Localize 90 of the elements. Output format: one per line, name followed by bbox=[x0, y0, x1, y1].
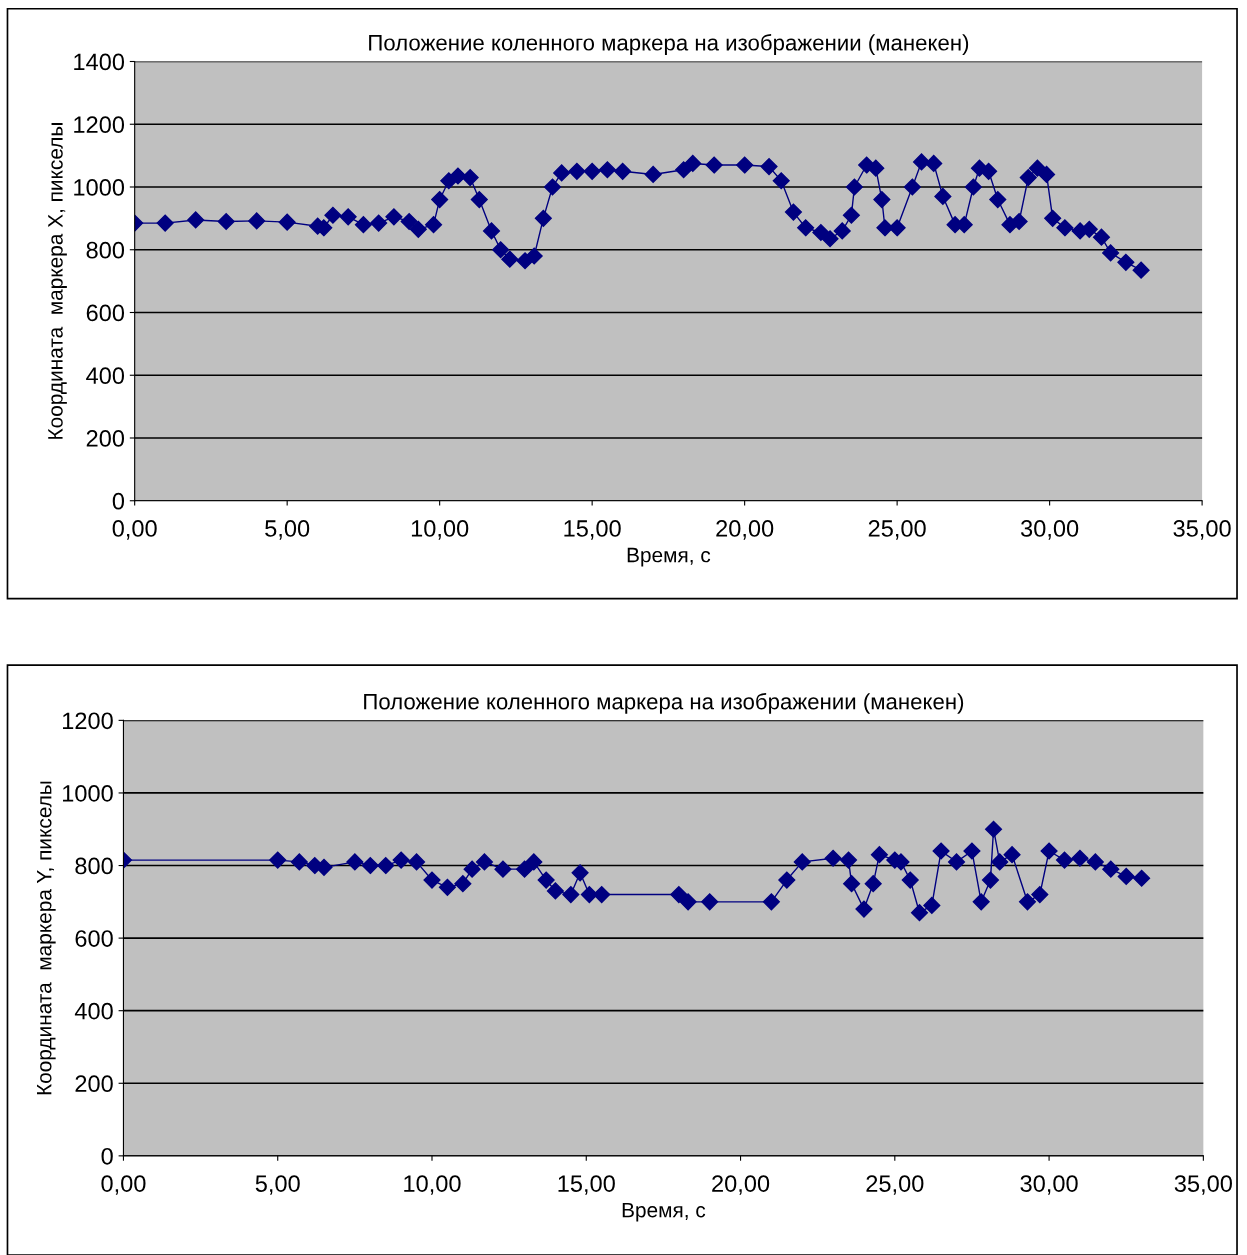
point bbox=[290, 853, 308, 871]
y-tick-label: 200 bbox=[86, 430, 125, 447]
x-axis-title: Время, с bbox=[622, 1202, 706, 1222]
x-tick-label: 0,00 bbox=[101, 1175, 146, 1195]
point bbox=[991, 853, 1009, 871]
x-tick-label: 15,00 bbox=[558, 1175, 615, 1195]
x-tick-label: 5,00 bbox=[265, 520, 310, 540]
point bbox=[1133, 869, 1151, 887]
point bbox=[1018, 893, 1037, 911]
y-tick-label: 1200 bbox=[74, 116, 125, 134]
y-tick-label: 600 bbox=[86, 304, 125, 322]
y-axis-title: Координата маркера Y, пикселы bbox=[37, 781, 56, 1095]
point bbox=[932, 842, 950, 860]
point bbox=[1031, 886, 1049, 904]
y-tick-label: 400 bbox=[74, 1002, 113, 1020]
point bbox=[525, 853, 543, 871]
point bbox=[981, 871, 1000, 889]
y-tick-label: 200 bbox=[75, 1075, 113, 1093]
chart-title: Положение коленного маркера на изображении (манекен) bbox=[369, 34, 969, 55]
y-tick-label: 400 bbox=[86, 367, 125, 385]
point bbox=[438, 878, 456, 896]
point bbox=[864, 875, 882, 893]
point bbox=[1086, 853, 1104, 871]
x-tick-label: 25,00 bbox=[866, 1175, 924, 1195]
point bbox=[923, 896, 941, 915]
x-axis-title: Время, с bbox=[627, 547, 711, 567]
x-tick-label: 20,00 bbox=[716, 520, 774, 540]
x-tick-label: 35,00 bbox=[1173, 520, 1231, 540]
point bbox=[361, 856, 379, 875]
x-tick-label: 5,00 bbox=[255, 1175, 300, 1195]
x-tick-label: 25,00 bbox=[868, 520, 926, 540]
point bbox=[562, 886, 580, 904]
point bbox=[593, 886, 611, 904]
x-tick-label: 30,00 bbox=[1020, 1175, 1078, 1195]
point bbox=[1003, 846, 1021, 864]
point bbox=[843, 875, 861, 893]
y-tick-label: 800 bbox=[86, 241, 125, 259]
point bbox=[408, 853, 426, 871]
point bbox=[1055, 851, 1074, 869]
point bbox=[454, 875, 472, 893]
y-tick-label: 1400 bbox=[74, 53, 125, 71]
point bbox=[377, 856, 395, 875]
x-tick-label: 35,00 bbox=[1174, 1175, 1232, 1195]
point bbox=[701, 893, 719, 911]
point bbox=[793, 853, 811, 871]
point bbox=[423, 871, 441, 889]
point bbox=[670, 886, 688, 904]
x-tick-label: 15,00 bbox=[564, 520, 621, 540]
point bbox=[824, 849, 842, 867]
point bbox=[855, 900, 873, 918]
point bbox=[901, 871, 919, 889]
point bbox=[546, 882, 564, 900]
y-tick-label: 600 bbox=[75, 930, 113, 947]
point bbox=[537, 871, 555, 889]
y-tick-label: 1000 bbox=[74, 179, 125, 196]
x-tick-label: 0,00 bbox=[112, 520, 157, 540]
point bbox=[963, 842, 981, 860]
point bbox=[1040, 842, 1058, 860]
x-tick-label: 20,00 bbox=[712, 1175, 770, 1195]
point bbox=[494, 860, 512, 878]
y-tick-label: 1000 bbox=[63, 785, 113, 802]
point bbox=[870, 846, 888, 864]
point bbox=[762, 893, 780, 911]
point bbox=[910, 904, 929, 922]
point bbox=[778, 871, 796, 889]
point bbox=[1102, 860, 1120, 878]
point bbox=[516, 860, 534, 878]
point bbox=[947, 853, 966, 871]
y-axis-title: Координата маркера X, пикселы bbox=[48, 123, 67, 439]
y-tick-label: 0 bbox=[101, 1147, 113, 1165]
point bbox=[984, 820, 1003, 838]
point bbox=[972, 893, 990, 911]
y-tick-label: 1200 bbox=[63, 712, 113, 730]
x-tick-label: 10,00 bbox=[411, 520, 469, 540]
x-tick-label: 30,00 bbox=[1020, 520, 1079, 540]
x-tick-label: 10,00 bbox=[404, 1175, 461, 1195]
point bbox=[269, 851, 287, 869]
y-tick-label: 0 bbox=[112, 492, 125, 510]
point bbox=[1071, 849, 1089, 867]
point bbox=[463, 860, 481, 878]
point bbox=[475, 853, 494, 871]
point bbox=[1117, 867, 1135, 885]
y-tick-label: 800 bbox=[75, 857, 113, 875]
point bbox=[580, 886, 598, 904]
point bbox=[679, 893, 697, 911]
point bbox=[392, 851, 410, 869]
point bbox=[571, 864, 589, 882]
point bbox=[839, 851, 858, 869]
point bbox=[346, 853, 364, 871]
chart-title: Положение коленного маркера на изображении (манекен) bbox=[364, 692, 964, 714]
